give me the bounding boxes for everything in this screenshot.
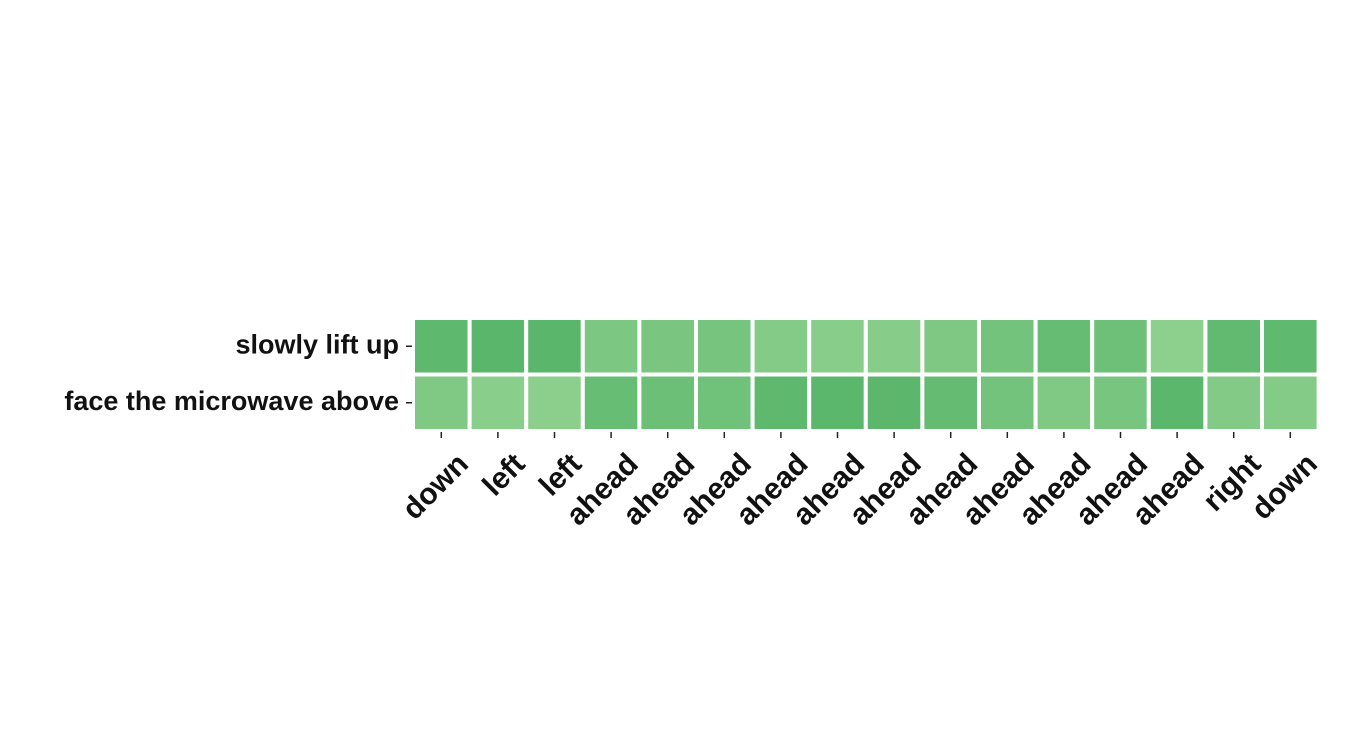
heatmap-cell	[1146, 316, 1208, 377]
column-label: down	[396, 447, 475, 526]
heatmap-cell	[750, 316, 812, 377]
heatmap-cell	[694, 372, 755, 433]
heatmap-cell	[467, 372, 529, 433]
heatmap-cell	[1090, 372, 1151, 433]
row-label: slowly lift up	[235, 329, 399, 359]
row-label: face the microwave above	[64, 386, 399, 416]
heatmap-cell	[637, 372, 699, 433]
heatmap-cell	[580, 316, 642, 377]
heatmap-cell	[1203, 372, 1265, 433]
heatmap-cell	[750, 372, 812, 433]
heatmap-cell	[920, 316, 982, 377]
heatmap-cell	[411, 372, 472, 433]
heatmap-cell	[1146, 372, 1208, 433]
heatmap-cell	[977, 372, 1038, 433]
heatmap-cell	[694, 316, 755, 377]
heatmap-cell	[524, 372, 585, 433]
row-labels: slowly lift up face the microwave above	[64, 329, 412, 416]
heatmap-cell	[977, 316, 1038, 377]
heatmap-cell	[807, 372, 868, 433]
heatmap-cell	[863, 316, 925, 377]
column-label: left	[476, 447, 531, 502]
heatmap-cell	[920, 372, 982, 433]
heatmap-cell	[524, 316, 585, 377]
column-labels: down left leftaheadaheadaheadaheadaheadahe…	[396, 432, 1324, 532]
heatmap-cell	[1033, 316, 1095, 377]
heatmap-cell	[1090, 316, 1151, 377]
heatmap-cell	[467, 316, 529, 377]
heatmap-cell	[863, 372, 925, 433]
heatmap-cell	[1260, 372, 1321, 433]
heatmap-cell	[807, 316, 868, 377]
heatmap-cell	[1203, 316, 1265, 377]
heatmap-cell	[637, 316, 699, 377]
heatmap-cell	[1260, 316, 1321, 377]
heatmap-cells	[411, 316, 1321, 433]
heatmap-cell	[411, 316, 472, 377]
column-label: down	[1245, 447, 1324, 526]
heatmap-cell	[580, 372, 642, 433]
heatmap-cell	[1033, 372, 1095, 433]
